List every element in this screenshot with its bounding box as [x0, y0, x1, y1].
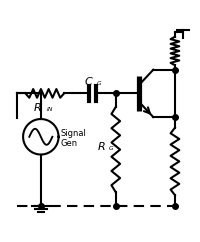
- Text: $_{G}$: $_{G}$: [108, 144, 115, 153]
- Text: $R$: $R$: [97, 140, 105, 152]
- Text: $R$: $R$: [33, 101, 41, 113]
- Text: $_{IN}$: $_{IN}$: [46, 105, 54, 114]
- Text: $_{G}$: $_{G}$: [96, 79, 102, 88]
- Text: $C$: $C$: [84, 75, 94, 87]
- Text: Signal
Gen: Signal Gen: [61, 129, 86, 148]
